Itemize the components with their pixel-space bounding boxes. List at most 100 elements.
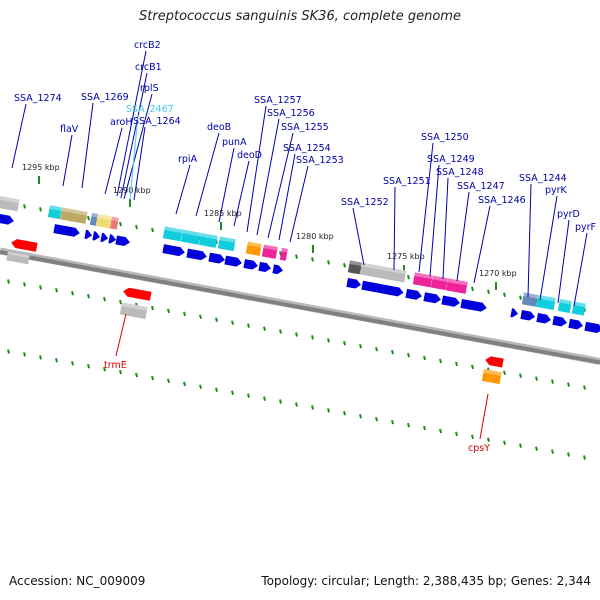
gene-leader-line — [256, 118, 280, 236]
gene-label: SSA_1252 — [341, 197, 389, 208]
gene-leader-line — [195, 132, 220, 217]
gene-feature-body — [571, 301, 586, 316]
scale-tick — [39, 355, 42, 360]
gene-feature — [59, 207, 88, 224]
scale-tick — [71, 361, 74, 366]
cds-arrow — [272, 264, 284, 275]
gene-leader-line — [557, 219, 570, 304]
gene-leader-line — [120, 72, 148, 199]
scale-tick — [87, 293, 90, 299]
scale-tick — [407, 352, 410, 358]
cds-arrow — [53, 224, 80, 237]
scale-tick — [439, 428, 442, 434]
gene-feature-body — [535, 294, 556, 311]
gene-feature-shine — [61, 207, 88, 216]
cds-arrow-shape — [208, 252, 225, 264]
gene-feature-shine — [7, 251, 30, 259]
cds-arrow — [346, 278, 361, 289]
gene-feature-shine — [447, 278, 468, 286]
gene-leader-line — [527, 183, 532, 298]
gene-label: SSA_1246 — [478, 195, 526, 206]
gene-label: pyrF — [575, 222, 596, 233]
accession-text: Accession: NC_009009 — [9, 574, 146, 588]
gene-leader-line — [429, 164, 440, 277]
gene-feature-shine — [523, 292, 538, 299]
gene-feature-shine — [121, 302, 148, 311]
scale-tick — [295, 332, 298, 337]
scale-tick — [391, 349, 394, 355]
scale-tick — [151, 305, 154, 311]
gene-feature — [430, 275, 448, 291]
gene-label: rplS — [140, 83, 159, 94]
cds-arrow-shape — [53, 224, 80, 237]
scale-tick — [167, 378, 170, 384]
gene-feature-shine — [483, 369, 502, 376]
scale-tick — [503, 440, 506, 445]
gene-leader-line — [218, 147, 235, 223]
cds-arrow — [258, 261, 271, 272]
gene-label: SSA_1256 — [267, 108, 315, 119]
gene-leader-line — [418, 142, 434, 273]
scale-tick — [503, 370, 506, 375]
gene-feature-body — [521, 292, 538, 307]
gene-feature-body — [95, 214, 112, 229]
rna-arrow — [485, 356, 504, 368]
gene-label: SSA_1269 — [81, 92, 129, 103]
gene-feature — [89, 212, 98, 226]
gene-label: flaV — [60, 124, 79, 135]
gene-feature — [119, 302, 148, 319]
scale-tick — [263, 396, 266, 401]
cds-arrow — [224, 255, 242, 267]
gene-feature-shine — [164, 226, 183, 234]
cds-arrow-shape — [552, 315, 567, 327]
gene-feature-shine — [573, 301, 586, 308]
scale-tick — [119, 299, 122, 305]
scale-tick — [231, 320, 234, 325]
gene-feature-body — [89, 212, 98, 226]
scale-tick — [199, 384, 202, 390]
gene-feature — [571, 301, 586, 316]
gene-leader-line — [289, 165, 309, 243]
scale-tick — [87, 363, 90, 369]
scale-tick — [391, 419, 394, 425]
gene-feature-body — [359, 262, 407, 283]
cds-arrow-shape — [108, 234, 117, 244]
genome-map: 1295 kbp 1290 kbp 1285 kbp 1280 kbp 1275 kbp… — [0, 40, 600, 460]
scale-tick — [327, 338, 330, 343]
cds-arrow-shape — [115, 235, 130, 247]
gene-leader-line — [473, 205, 491, 284]
scale-label: 1290 kbp — [113, 186, 151, 195]
scale-tick — [471, 286, 474, 292]
cds-arrow — [361, 280, 404, 297]
rna-arrow — [123, 287, 152, 301]
scale-tick — [327, 260, 330, 265]
cds-arrow-shape — [224, 255, 242, 267]
cds-arrow — [0, 213, 14, 225]
gene-feature-shine — [361, 262, 407, 275]
gene-leader-line — [11, 103, 27, 169]
scale-label: 1270 kbp — [479, 269, 517, 278]
scale-tick — [567, 382, 570, 387]
gene-feature-body — [59, 207, 88, 224]
scale-label: 1295 kbp — [22, 163, 60, 172]
scale-tick — [103, 366, 106, 372]
gene-label: punA — [222, 137, 247, 148]
gene-feature-body — [279, 247, 288, 261]
rna-arrow-shape — [11, 239, 38, 252]
gene-leader-line — [133, 126, 146, 201]
cds-arrow — [92, 231, 101, 241]
scale-tick — [247, 393, 250, 398]
gene-label: pyrK — [545, 185, 568, 196]
scale-tick — [215, 387, 218, 392]
gene-feature-shine — [281, 247, 288, 253]
scale-label: 1275 kbp — [387, 252, 425, 261]
scale-tick — [263, 326, 266, 331]
gene-label: pyrD — [557, 209, 580, 220]
gene-label: SSA_1274 — [14, 93, 62, 104]
gene-label: deoB — [207, 122, 231, 133]
cds-arrow-shape — [84, 229, 93, 240]
gene-feature — [6, 251, 30, 265]
gene-feature-shine — [263, 244, 278, 251]
cds-arrow — [208, 252, 225, 264]
scale-tick — [311, 335, 314, 340]
